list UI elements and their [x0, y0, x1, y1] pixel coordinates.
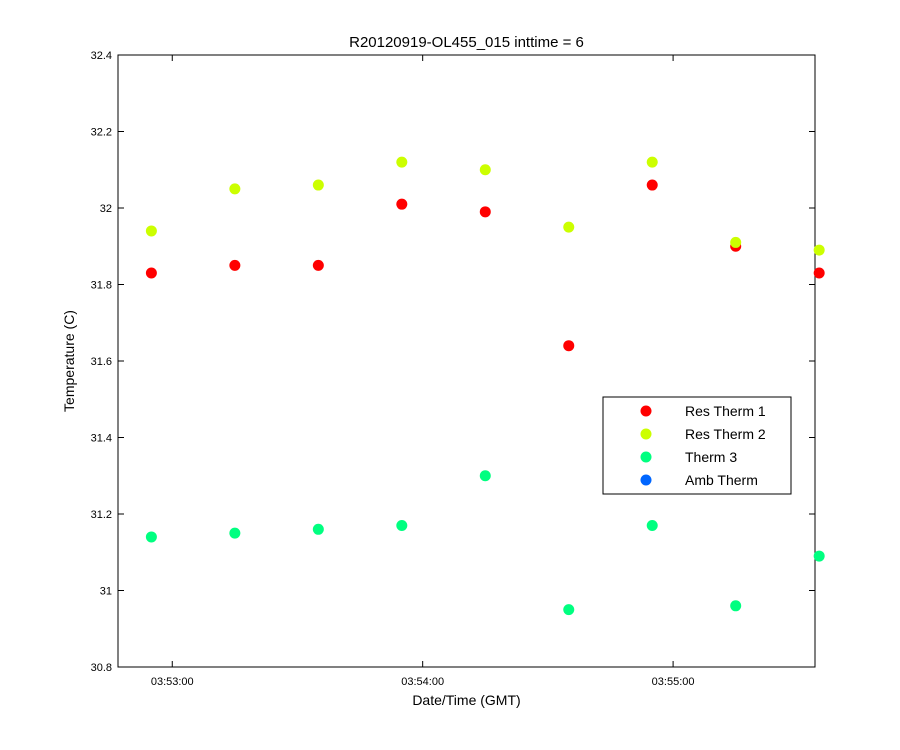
data-points: [145, 156, 825, 616]
y-tick-label: 32.4: [91, 50, 112, 62]
y-tick-label: 32: [100, 203, 112, 215]
legend: Res Therm 1 Res Therm 2 Therm 3 Amb Therm: [602, 396, 792, 495]
x-axis-label: Date/Time (GMT): [412, 692, 520, 708]
plot-frame: [117, 54, 816, 668]
data-point: [479, 164, 491, 176]
data-point: [479, 470, 491, 482]
data-point: [813, 244, 825, 256]
data-point: [145, 267, 157, 279]
data-point: [229, 259, 241, 271]
data-point: [396, 519, 408, 531]
data-point: [312, 179, 324, 191]
legend-label: Res Therm 1: [685, 403, 766, 419]
data-point: [646, 519, 658, 531]
x-tick-label: 03:54:00: [401, 676, 444, 688]
legend-box: [602, 396, 792, 495]
data-point: [563, 221, 575, 233]
data-point: [646, 156, 658, 168]
data-point: [312, 523, 324, 535]
data-point: [813, 550, 825, 562]
y-tick-label: 31.2: [91, 509, 112, 521]
y-tick-label: 31.4: [91, 433, 112, 445]
y-tick-label: 31.6: [91, 356, 112, 368]
data-point: [730, 236, 742, 248]
data-point: [145, 531, 157, 543]
y-tick-label: 32.2: [91, 127, 112, 139]
legend-marker: [640, 405, 652, 417]
legend-label: Res Therm 2: [685, 426, 766, 442]
axes: 30.8 31 31.2 31.4 31.6 31.8 32 32.2 32.4 03:53:00…: [91, 50, 816, 688]
x-tick-label: 03:55:00: [652, 676, 695, 688]
legend-marker: [640, 474, 652, 486]
data-point: [646, 179, 658, 191]
legend-label: Therm 3: [685, 449, 737, 465]
data-point: [813, 267, 825, 279]
chart-title: R20120919-OL455_015 inttime = 6: [349, 34, 584, 51]
y-tick-label: 30.8: [91, 662, 112, 674]
data-point: [563, 340, 575, 352]
legend-marker: [640, 451, 652, 463]
y-axis-label: Temperature (C): [61, 310, 77, 412]
data-point: [479, 206, 491, 218]
data-point: [730, 600, 742, 612]
data-point: [396, 198, 408, 210]
data-point: [229, 183, 241, 195]
data-point: [229, 527, 241, 539]
legend-marker: [640, 428, 652, 440]
y-tick-label: 31.8: [91, 280, 112, 292]
x-tick-label: 03:53:00: [151, 676, 194, 688]
data-point: [312, 259, 324, 271]
y-tick-label: 31: [100, 586, 112, 598]
data-point: [145, 225, 157, 237]
legend-label: Amb Therm: [685, 472, 758, 488]
data-point: [396, 156, 408, 168]
data-point: [563, 604, 575, 616]
